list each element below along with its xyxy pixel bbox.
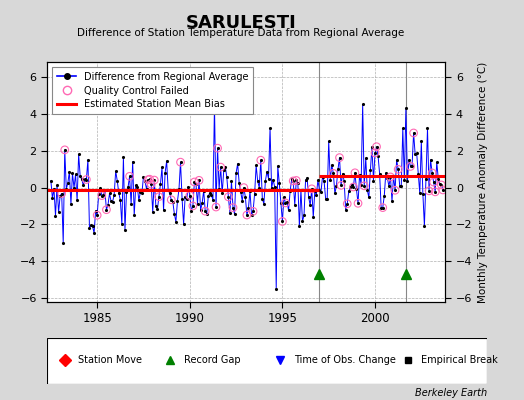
Point: [177, 159, 185, 165]
Point: [430, 179, 438, 185]
Point: [386, 174, 395, 180]
Point: [425, 188, 433, 194]
Point: [343, 201, 352, 207]
Text: Difference of Station Temperature Data from Regional Average: Difference of Station Temperature Data f…: [78, 28, 405, 38]
Text: Berkeley Earth: Berkeley Earth: [415, 388, 487, 398]
Point: [289, 178, 298, 184]
Point: [229, 204, 237, 211]
Point: [150, 177, 158, 183]
Point: [216, 164, 225, 170]
Point: [189, 203, 197, 209]
Text: SARULESTI: SARULESTI: [185, 14, 297, 32]
Point: [329, 170, 337, 176]
Point: [431, 189, 440, 195]
Point: [351, 170, 359, 176]
Point: [61, 147, 69, 153]
Point: [337, 182, 345, 188]
Point: [292, 177, 300, 184]
Text: Station Move: Station Move: [78, 355, 142, 365]
Point: [349, 184, 357, 190]
Point: [167, 196, 176, 203]
Point: [102, 206, 111, 213]
Point: [257, 157, 265, 163]
Point: [82, 176, 91, 183]
Point: [144, 176, 152, 183]
Point: [308, 186, 316, 192]
Point: [428, 170, 436, 176]
Point: [125, 173, 134, 180]
FancyBboxPatch shape: [47, 338, 487, 384]
Point: [224, 194, 233, 200]
Point: [335, 154, 344, 161]
Point: [201, 208, 210, 214]
Point: [243, 212, 251, 218]
Point: [354, 200, 362, 206]
Point: [281, 200, 290, 206]
Point: [391, 187, 399, 194]
Point: [394, 166, 402, 172]
Point: [93, 212, 101, 218]
Point: [155, 194, 163, 200]
Point: [97, 192, 106, 199]
Text: Time of Obs. Change: Time of Obs. Change: [293, 355, 396, 365]
Point: [278, 218, 287, 225]
Text: Record Gap: Record Gap: [183, 355, 240, 365]
Point: [437, 182, 445, 188]
Legend: Difference from Regional Average, Quality Control Failed, Estimated Station Mean: Difference from Regional Average, Qualit…: [52, 67, 254, 114]
Point: [213, 145, 222, 151]
Point: [406, 163, 414, 170]
Point: [360, 183, 368, 189]
Y-axis label: Monthly Temperature Anomaly Difference (°C): Monthly Temperature Anomaly Difference (…: [478, 61, 488, 303]
Point: [409, 130, 418, 136]
Point: [147, 181, 156, 187]
Point: [190, 179, 199, 185]
Point: [185, 192, 194, 199]
Point: [371, 150, 379, 156]
Point: [249, 208, 257, 214]
Point: [212, 204, 220, 210]
Point: [239, 184, 248, 191]
Point: [58, 190, 66, 197]
Point: [373, 144, 381, 150]
Point: [195, 177, 203, 184]
Point: [439, 187, 447, 193]
Point: [378, 204, 387, 211]
Text: Empirical Break: Empirical Break: [421, 355, 498, 365]
Point: [146, 176, 154, 182]
